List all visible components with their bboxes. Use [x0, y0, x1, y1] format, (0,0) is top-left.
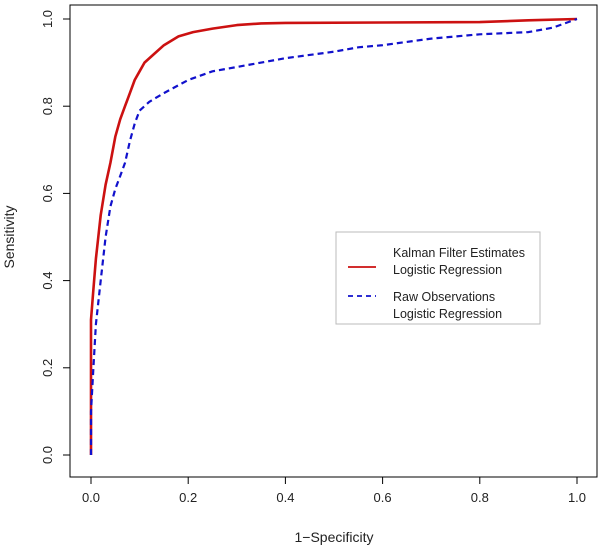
x-tick-label: 0.4	[276, 490, 294, 505]
y-axis-title: Sensitivity	[1, 205, 17, 268]
legend-label-raw-line1: Raw Observations	[393, 290, 495, 304]
legend: Kalman Filter Estimates Logistic Regress…	[335, 231, 541, 325]
x-axis-title: 1−Specificity	[295, 529, 374, 545]
x-tick-label: 0.2	[179, 490, 197, 505]
series-line-1	[89, 17, 578, 455]
legend-label-kalman-line2: Logistic Regression	[393, 263, 502, 277]
x-tick-label: 0.6	[374, 490, 392, 505]
legend-box	[335, 231, 541, 325]
y-tick-label: 0.8	[40, 97, 55, 115]
x-axis: 0.0 0.2 0.4 0.6 0.8 1.0	[82, 476, 586, 505]
y-tick-label: 0.0	[40, 446, 55, 464]
x-tick-label: 0.0	[82, 490, 100, 505]
legend-label-kalman-line1: Kalman Filter Estimates	[393, 246, 525, 260]
y-tick-label: 0.6	[40, 184, 55, 202]
y-tick-label: 0.2	[40, 359, 55, 377]
x-tick-label: 1.0	[568, 490, 586, 505]
x-tick-label: 0.8	[471, 490, 489, 505]
y-axis: 0.0 0.2 0.4 0.6 0.8 1.0	[40, 10, 71, 464]
y-tick-label: 0.4	[40, 272, 55, 290]
series-layer	[89, 17, 578, 455]
y-tick-label: 1.0	[40, 10, 55, 28]
legend-label-raw-line2: Logistic Regression	[393, 307, 502, 321]
series-line-0	[89, 17, 578, 455]
